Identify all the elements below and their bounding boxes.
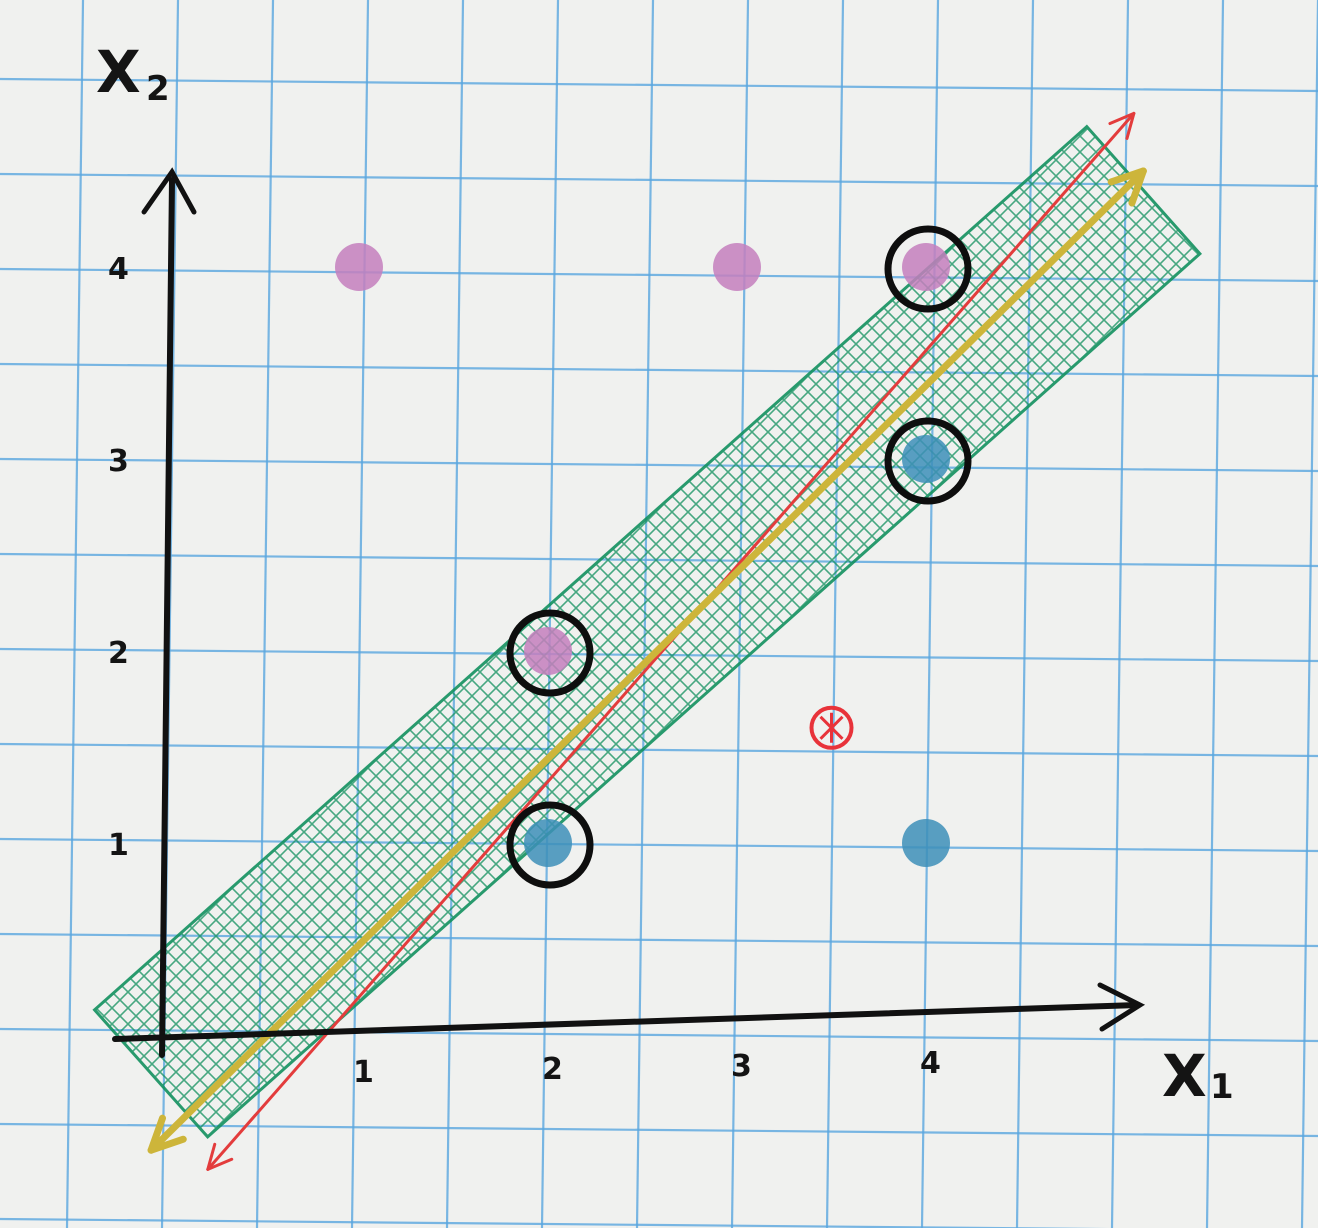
tick-labels: 1 2 3 4 1 2 3 4 bbox=[108, 252, 941, 1090]
data-point bbox=[902, 243, 950, 291]
support-vector-ring bbox=[506, 801, 594, 889]
x-tick-label: 2 bbox=[542, 1052, 563, 1087]
grid-line-vertical bbox=[445, 0, 465, 1228]
data-point bbox=[713, 243, 761, 291]
y-tick-label: 4 bbox=[108, 252, 129, 287]
margin-band bbox=[92, 124, 1203, 1140]
y-axis-label-subscript: 2 bbox=[146, 69, 170, 109]
grid-line-vertical bbox=[1300, 0, 1318, 1228]
y-tick-label: 3 bbox=[108, 444, 129, 479]
data-points bbox=[335, 225, 972, 889]
grid-line-vertical bbox=[1205, 0, 1225, 1228]
grid-line-vertical bbox=[350, 0, 370, 1228]
grid-line-vertical bbox=[920, 0, 940, 1228]
grid-line-horizontal bbox=[0, 1217, 1110, 1228]
y-tick-label: 1 bbox=[108, 828, 129, 863]
grid-line-horizontal bbox=[0, 837, 1318, 853]
red-test-point bbox=[809, 705, 854, 750]
grid-line-horizontal bbox=[0, 77, 1318, 93]
y-axis-line bbox=[159, 177, 175, 1058]
grid-line-horizontal bbox=[0, 742, 1318, 758]
gold-line-arrowhead bbox=[147, 1114, 187, 1154]
x-tick-label: 3 bbox=[731, 1049, 752, 1084]
x-axis-arrowhead bbox=[1097, 982, 1146, 1032]
y-axis-label: X bbox=[96, 38, 141, 106]
axes bbox=[112, 167, 1146, 1058]
data-point bbox=[902, 819, 950, 867]
x-tick-label: 1 bbox=[353, 1055, 374, 1090]
gold-line bbox=[147, 167, 1147, 1154]
support-vector-ring bbox=[884, 225, 972, 313]
x-axis-label: X bbox=[1162, 1042, 1207, 1110]
grid-line-horizontal bbox=[0, 362, 1318, 378]
support-vector-ring bbox=[884, 417, 972, 505]
separating-lines bbox=[147, 111, 1147, 1171]
red-line-arrowhead bbox=[1108, 111, 1136, 140]
grid-line-vertical bbox=[65, 0, 85, 1228]
red-test-point-cross bbox=[819, 712, 844, 743]
axis-labels: X 2 X 1 bbox=[96, 38, 1234, 1110]
red-line-arrowhead bbox=[206, 1142, 234, 1171]
data-point bbox=[524, 627, 572, 675]
data-point bbox=[902, 435, 950, 483]
gold-line-arrowhead bbox=[1107, 167, 1147, 207]
y-tick-label: 2 bbox=[108, 636, 129, 671]
x-tick-label: 4 bbox=[920, 1046, 941, 1081]
y-axis-arrowhead bbox=[141, 167, 197, 215]
margin-band-hatch bbox=[92, 124, 1203, 1140]
x-axis-line bbox=[112, 1002, 1141, 1042]
x-axis-label-subscript: 1 bbox=[1210, 1067, 1234, 1107]
data-point bbox=[335, 243, 383, 291]
data-point bbox=[524, 819, 572, 867]
grid-line-vertical bbox=[825, 0, 845, 1228]
support-vector-ring bbox=[506, 609, 594, 697]
grid-line-horizontal bbox=[0, 457, 1318, 473]
